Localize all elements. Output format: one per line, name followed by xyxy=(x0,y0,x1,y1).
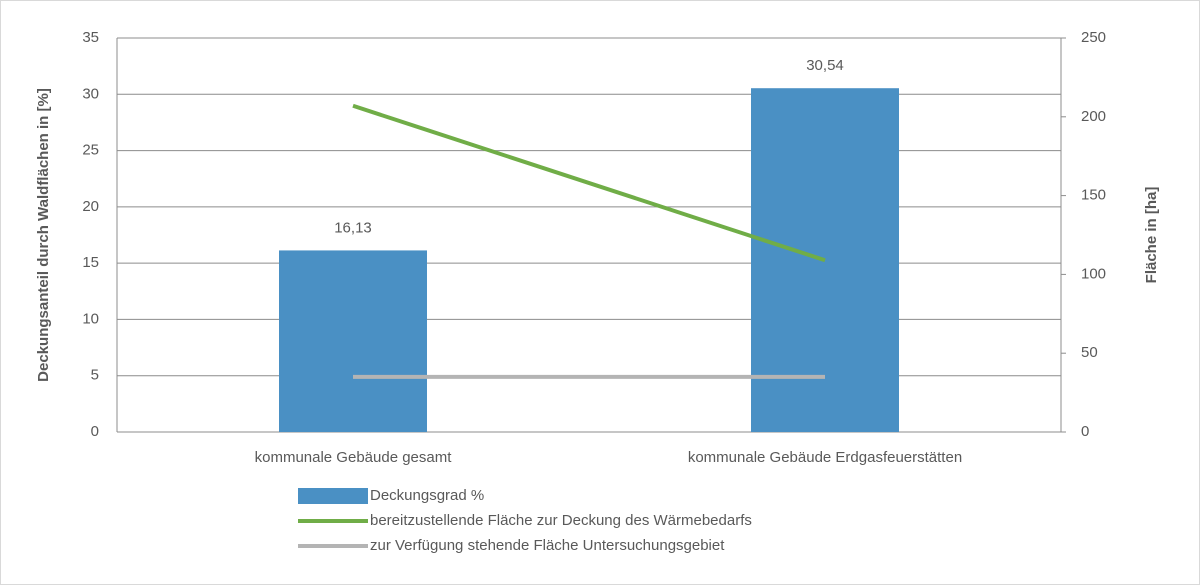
legend-label: bereitzustellende Fläche zur Deckung des… xyxy=(370,512,752,529)
y2-tick-label: 100 xyxy=(1081,265,1106,282)
y-tick-label: 15 xyxy=(82,254,99,271)
bar xyxy=(279,250,427,432)
x-tick-label: kommunale Gebäude gesamt xyxy=(255,449,453,466)
y-tick-label: 5 xyxy=(91,367,99,384)
y2-tick-label: 50 xyxy=(1081,344,1098,361)
data-label: 16,13 xyxy=(334,219,372,236)
y-tick-label: 25 xyxy=(82,142,99,159)
y2-tick-label: 150 xyxy=(1081,187,1106,204)
data-label: 30,54 xyxy=(806,57,844,74)
legend-swatch xyxy=(298,488,368,504)
x-tick-label: kommunale Gebäude Erdgasfeuerstätten xyxy=(688,449,962,466)
y-tick-label: 35 xyxy=(82,29,99,46)
y2-tick-label: 250 xyxy=(1081,29,1106,46)
y-tick-label: 0 xyxy=(91,423,99,440)
legend-label: Deckungsgrad % xyxy=(370,487,484,504)
y-tick-label: 30 xyxy=(82,85,99,102)
y2-axis-title: Fläche in [ha] xyxy=(1143,187,1160,284)
y-axis-title: Deckungsanteil durch Waldflächen in [%] xyxy=(35,88,52,382)
y-tick-label: 20 xyxy=(82,198,99,215)
y-tick-label: 10 xyxy=(82,310,99,327)
line xyxy=(352,103,826,263)
y2-tick-label: 0 xyxy=(1081,423,1089,440)
legend-label: zur Verfügung stehende Fläche Untersuchu… xyxy=(370,537,725,554)
y2-tick-label: 200 xyxy=(1081,108,1106,125)
